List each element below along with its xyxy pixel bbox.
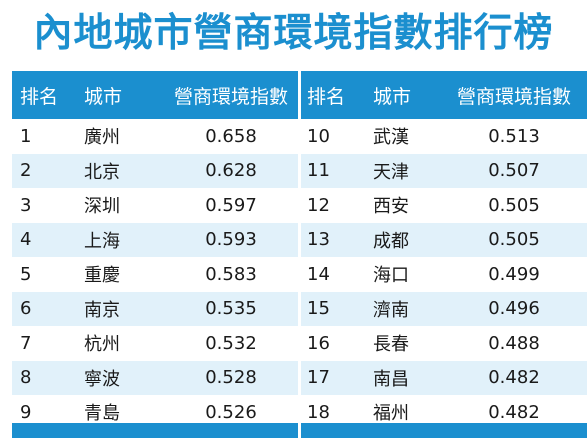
index-cell: 0.496 <box>488 298 540 320</box>
index-cell: 0.505 <box>488 194 540 216</box>
header-city: 城市 <box>373 85 412 108</box>
header-index: 營商環境指數 <box>173 85 288 108</box>
table-row: 17 南昌 0.482 <box>301 360 587 395</box>
table-row: 12 西安 0.505 <box>301 188 587 223</box>
city-cell: 青島 <box>84 403 120 425</box>
table-row: 13 成都 0.505 <box>301 222 587 257</box>
city-cell: 重慶 <box>84 265 120 287</box>
header-city: 城市 <box>84 85 123 108</box>
table-row: 3 深圳 0.597 <box>12 188 298 223</box>
city-cell: 北京 <box>84 161 120 183</box>
index-cell: 0.505 <box>488 229 540 251</box>
index-cell: 0.488 <box>488 332 540 354</box>
city-cell: 深圳 <box>84 196 120 218</box>
table-row: 15 濟南 0.496 <box>301 291 587 326</box>
index-cell: 0.513 <box>488 125 540 147</box>
table-row: 11 天津 0.507 <box>301 153 587 188</box>
rank-cell: 14 <box>307 263 330 285</box>
table-footer-bar <box>0 423 587 438</box>
table-header: 排名 城市 營商環境指數 <box>301 71 587 119</box>
table-row: 14 海口 0.499 <box>301 257 587 292</box>
index-cell: 0.535 <box>205 298 257 320</box>
rank-cell: 6 <box>20 298 32 320</box>
table-row: 1 廣州 0.658 <box>12 119 298 154</box>
index-cell: 0.528 <box>205 367 257 389</box>
index-cell: 0.499 <box>488 263 540 285</box>
rank-cell: 15 <box>307 298 330 320</box>
table-body-left: 1 廣州 0.658 2 北京 0.628 3 深圳 0.597 4 上海 0.593 5 重慶 0.583… <box>12 119 298 430</box>
index-cell: 0.526 <box>205 401 257 423</box>
index-cell: 0.628 <box>205 160 257 182</box>
rank-cell: 1 <box>20 125 32 147</box>
rank-cell: 2 <box>20 160 32 182</box>
city-cell: 武漢 <box>373 127 409 149</box>
table-row: 16 長春 0.488 <box>301 326 587 361</box>
city-cell: 南昌 <box>373 368 409 390</box>
city-cell: 西安 <box>373 196 409 218</box>
rank-cell: 3 <box>20 194 32 216</box>
city-cell: 廣州 <box>84 127 120 149</box>
city-cell: 南京 <box>84 299 120 321</box>
index-cell: 0.482 <box>488 367 540 389</box>
header-rank: 排名 <box>307 85 346 108</box>
footer-bar-left <box>12 423 298 438</box>
table-row: 4 上海 0.593 <box>12 222 298 257</box>
header-index: 營商環境指數 <box>456 85 571 108</box>
table-row: 6 南京 0.535 <box>12 291 298 326</box>
city-cell: 濟南 <box>373 299 409 321</box>
table-body-right: 10 武漢 0.513 11 天津 0.507 12 西安 0.505 13 成都 0.505 14 海口… <box>301 119 587 430</box>
rank-cell: 12 <box>307 194 330 216</box>
rank-cell: 8 <box>20 367 32 389</box>
table-header: 排名 城市 營商環境指數 <box>12 71 298 119</box>
city-cell: 天津 <box>373 161 409 183</box>
city-cell: 長春 <box>373 334 409 356</box>
table-row: 10 武漢 0.513 <box>301 119 587 154</box>
index-cell: 0.482 <box>488 401 540 423</box>
index-cell: 0.583 <box>205 263 257 285</box>
city-cell: 杭州 <box>84 334 120 356</box>
city-cell: 福州 <box>373 403 409 425</box>
rank-cell: 18 <box>307 401 330 423</box>
city-cell: 寧波 <box>84 368 120 390</box>
table-row: 2 北京 0.628 <box>12 153 298 188</box>
ranking-table-right: 排名 城市 營商環境指數 10 武漢 0.513 11 天津 0.507 12 西安 0.505… <box>301 71 587 430</box>
table-row: 8 寧波 0.528 <box>12 360 298 395</box>
rank-cell: 17 <box>307 367 330 389</box>
rank-cell: 11 <box>307 160 330 182</box>
table-row: 5 重慶 0.583 <box>12 257 298 292</box>
city-cell: 上海 <box>84 230 120 252</box>
index-cell: 0.658 <box>205 125 257 147</box>
rank-cell: 9 <box>20 401 32 423</box>
index-cell: 0.507 <box>488 160 540 182</box>
rank-cell: 4 <box>20 229 32 251</box>
rank-cell: 5 <box>20 263 32 285</box>
header-rank: 排名 <box>20 85 59 108</box>
index-cell: 0.597 <box>205 194 257 216</box>
rank-cell: 13 <box>307 229 330 251</box>
city-cell: 成都 <box>373 230 409 252</box>
page-title: 內地城市營商環境指數排行榜 <box>33 11 554 56</box>
city-cell: 海口 <box>373 265 409 287</box>
index-cell: 0.532 <box>205 332 257 354</box>
rank-cell: 16 <box>307 332 330 354</box>
rank-cell: 7 <box>20 332 32 354</box>
footer-bar-right <box>301 423 587 438</box>
rank-cell: 10 <box>307 125 330 147</box>
table-row: 7 杭州 0.532 <box>12 326 298 361</box>
ranking-table-left: 排名 城市 營商環境指數 1 廣州 0.658 2 北京 0.628 3 深圳 0.597 4 上海… <box>12 71 298 430</box>
index-cell: 0.593 <box>205 229 257 251</box>
